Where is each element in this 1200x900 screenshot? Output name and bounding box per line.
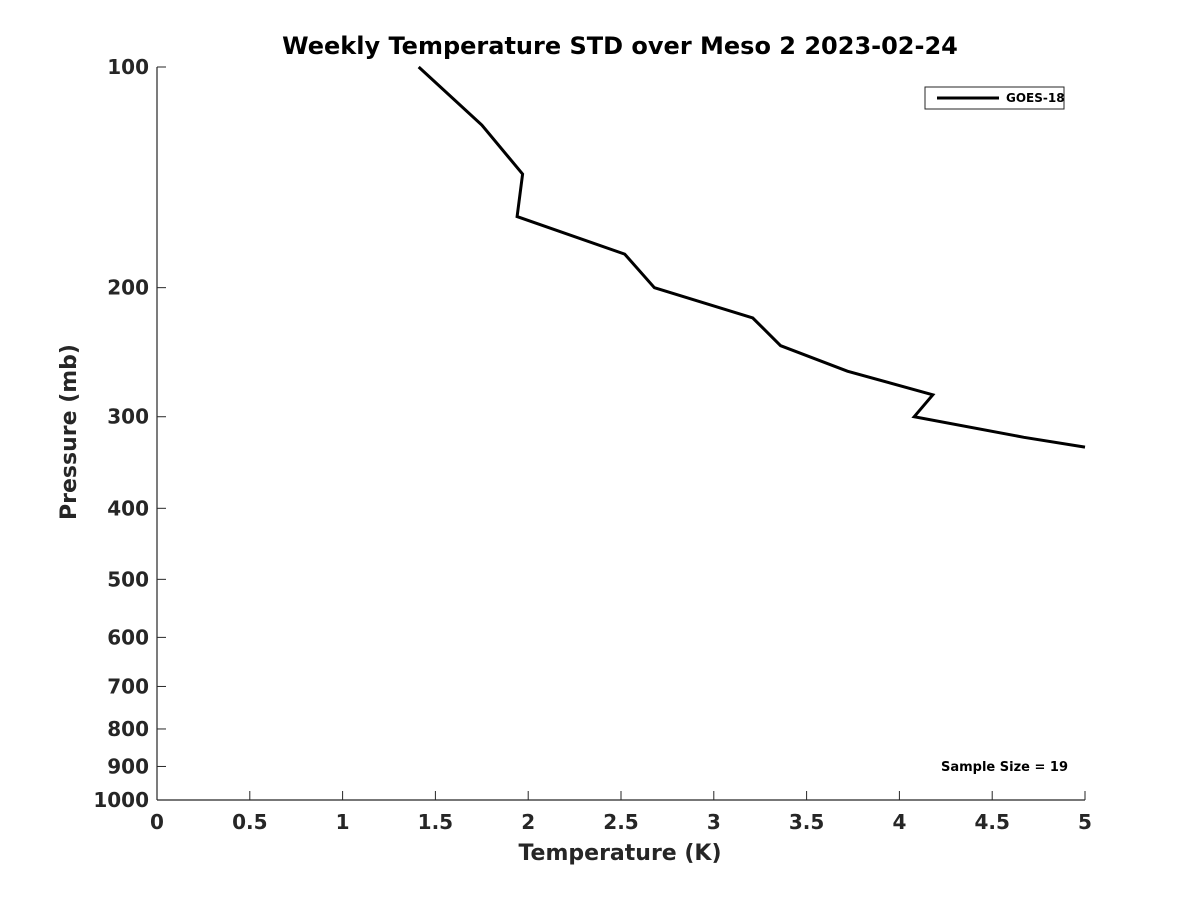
x-tick-label: 2.5 (603, 810, 638, 834)
chart-title: Weekly Temperature STD over Meso 2 2023-… (282, 32, 958, 60)
x-tick-label: 0.5 (232, 810, 267, 834)
x-tick-label: 2 (521, 810, 535, 834)
x-tick-label: 5 (1078, 810, 1092, 834)
x-tick-label: 1.5 (418, 810, 453, 834)
y-tick-label: 500 (107, 567, 149, 591)
x-tick-label: 4 (892, 810, 906, 834)
x-tick-label: 1 (336, 810, 350, 834)
y-tick-label: 100 (107, 55, 149, 79)
y-tick-label: 900 (107, 754, 149, 778)
x-tick-label: 3.5 (789, 810, 824, 834)
y-tick-label: 300 (107, 405, 149, 429)
y-tick-label: 600 (107, 625, 149, 649)
sample-size-annotation: Sample Size = 19 (941, 760, 1068, 775)
y-axis-label: Pressure (mb) (57, 344, 82, 520)
y-tick-label: 800 (107, 717, 149, 741)
y-tick-label: 700 (107, 674, 149, 698)
legend: GOES-18 (924, 86, 1065, 110)
series-line-goes-18 (417, 65, 1086, 449)
series-layer (417, 65, 1086, 449)
y-tick-label: 1000 (93, 788, 149, 812)
legend-entry-goes-18: GOES-18 (1006, 91, 1065, 105)
plot-axes: 0 0.5 1 1.5 2 2.5 3 3.5 4 4.5 5 100 200 300 400 500 600 7… (93, 55, 1092, 834)
x-tick-label: 3 (707, 810, 721, 834)
x-axis-label: Temperature (K) (518, 841, 721, 866)
y-tick-label: 200 (107, 276, 149, 300)
y-tick-label: 400 (107, 496, 149, 520)
x-tick-label: 4.5 (974, 810, 1009, 834)
x-tick-label: 0 (150, 810, 164, 834)
